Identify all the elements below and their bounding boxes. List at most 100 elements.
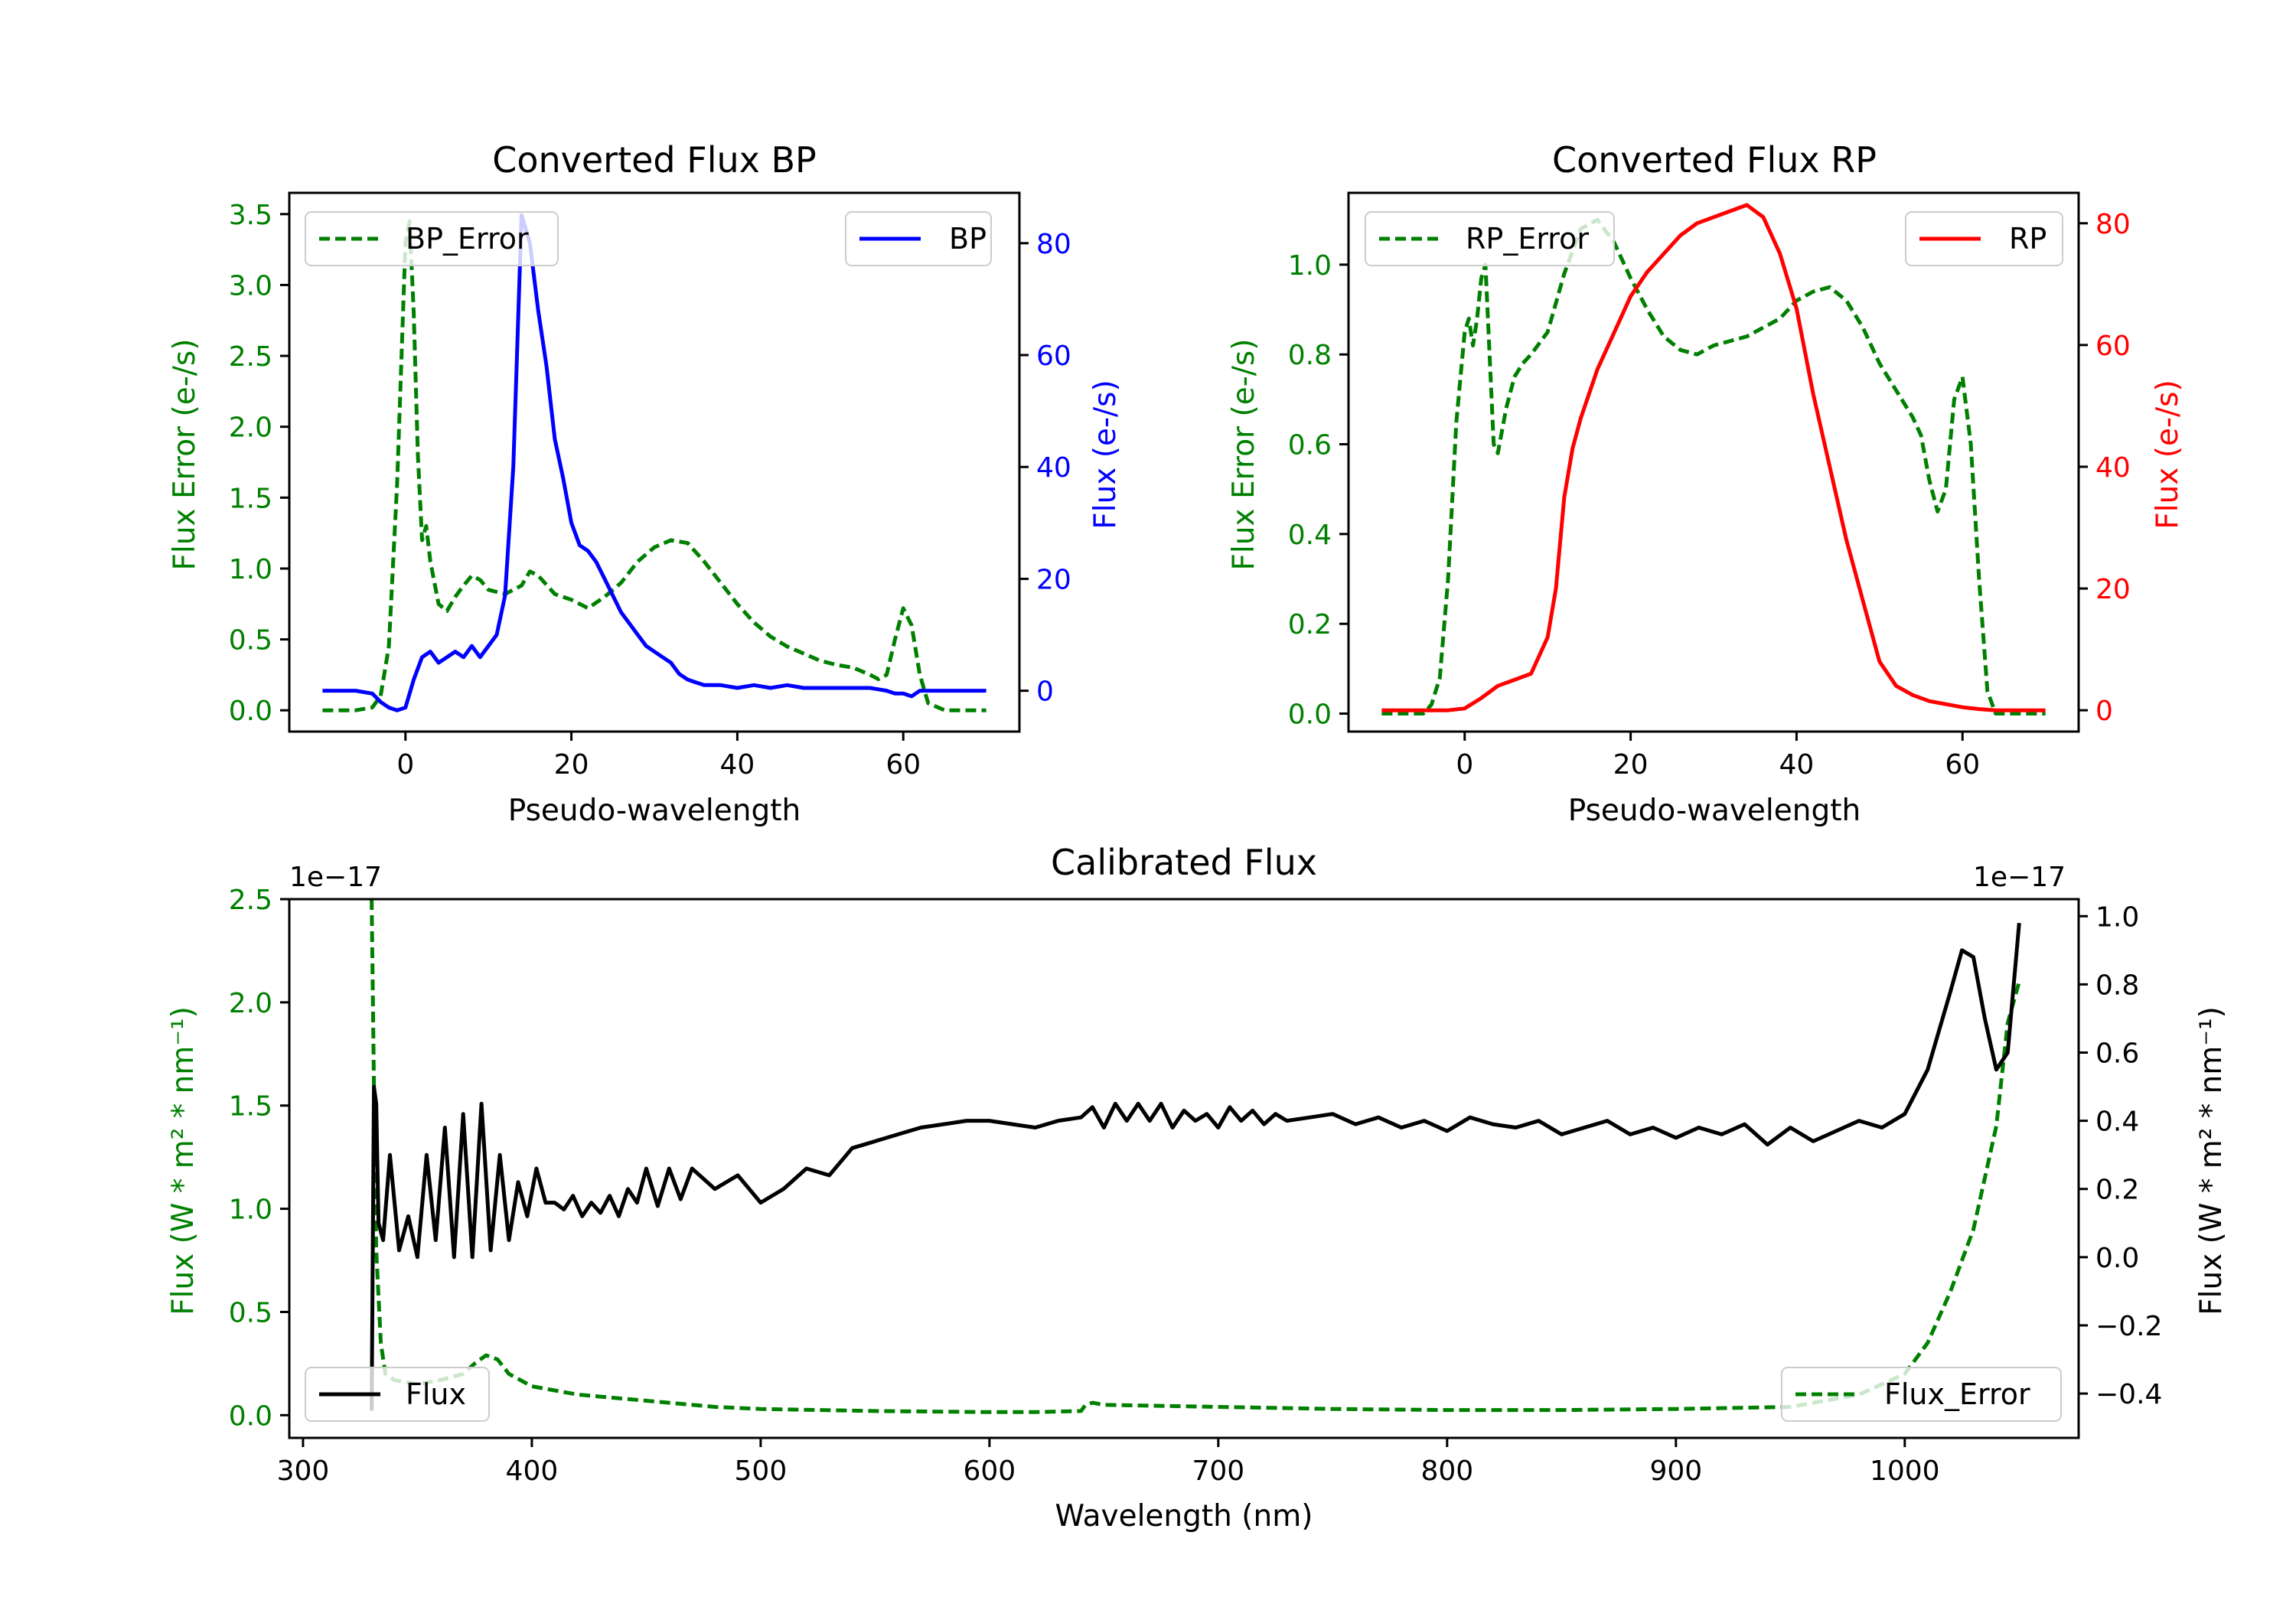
calibrated-x-tick-label: 500: [735, 1455, 788, 1487]
calibrated-x-tick-label: 600: [964, 1455, 1016, 1487]
rp-right-axis-label: Flux (e-/s): [2151, 380, 2185, 529]
rp-error-legend: RP_Error: [1365, 211, 1615, 266]
rp-right-tick-label: 20: [2095, 574, 2131, 605]
rp-chart-title: Converted Flux RP: [1552, 139, 1877, 181]
calibrated-chart: Calibrated Flux Wavelength (nm) Flux (W …: [166, 842, 2229, 1534]
calibrated-x-tick-label: 800: [1420, 1455, 1473, 1487]
calibrated-x-tick-label: 900: [1649, 1455, 1702, 1487]
calibrated-series-flux-error: [370, 899, 2021, 1414]
rp-right-tick-label: 0: [2095, 696, 2113, 727]
calibrated-x-tick-label: 400: [506, 1455, 559, 1487]
calibrated-right-tick-label: −0.4: [2095, 1379, 2162, 1410]
bp-right-axis-label: Flux (e-/s): [1088, 380, 1123, 529]
rp-x-tick-label: 0: [1456, 749, 1473, 781]
bp-x-axis-label: Pseudo-wavelength: [508, 794, 801, 828]
bp-left-tick-label: 3.5: [229, 200, 272, 231]
calibrated-chart-title: Calibrated Flux: [1051, 842, 1317, 883]
calibrated-right-offset-label: 1e−17: [1973, 862, 2066, 893]
rp-left-tick-label: 1.0: [1288, 250, 1332, 282]
calibrated-right-tick-label: 0.4: [2095, 1107, 2139, 1138]
bp-error-legend: BP_Error: [305, 211, 559, 266]
bp-right-tick-label: 40: [1036, 452, 1071, 484]
rp-x-tick-label: 20: [1613, 749, 1649, 781]
calibrated-right-tick-label: 0.0: [2095, 1243, 2139, 1274]
rp-error-legend-label: RP_Error: [1466, 222, 1589, 256]
bp-left-tick-label: 0.0: [229, 696, 272, 727]
bp-plot-area: 0 20 40 60 0.0 0.5 1.0 1.5 2.0 2.5 3.0 3.5 0 20 40 60 80: [229, 191, 1071, 781]
bp-left-axis-label: Flux Error (e-/s): [168, 339, 202, 571]
flux-error-legend-box: [1781, 1367, 2062, 1422]
rp-right-tick-label: 40: [2095, 452, 2131, 484]
flux-legend-box: [305, 1367, 490, 1422]
bp-x-tick-label: 20: [554, 749, 589, 781]
bp-x-tick-label: 40: [720, 749, 755, 781]
calibrated-flux-legend: Flux: [305, 1367, 490, 1422]
calibrated-x-tick-label: 1000: [1870, 1455, 1940, 1487]
calibrated-left-axis-label: Flux (W * m² * nm⁻¹): [166, 1006, 201, 1315]
rp-legend: RP: [1905, 211, 2063, 266]
rp-left-tick-label: 0.6: [1288, 430, 1332, 461]
rp-left-tick-label: 0.2: [1288, 609, 1332, 641]
calibrated-right-tick-label: 0.8: [2095, 970, 2139, 1001]
bp-series-bp: [322, 213, 987, 712]
bp-right-tick-label: 20: [1036, 564, 1071, 595]
rp-left-tick-label: 0.4: [1288, 520, 1332, 551]
calibrated-right-tick-label: 0.2: [2095, 1175, 2139, 1206]
rp-series-rp: [1381, 203, 2046, 712]
rp-left-tick-label: 0.0: [1288, 699, 1332, 731]
rp-x-tick-label: 60: [1945, 749, 1980, 781]
calibrated-left-tick-label: 0.0: [229, 1400, 272, 1432]
calibrated-error-legend: Flux_Error: [1781, 1367, 2062, 1422]
calibrated-x-tick-label: 700: [1192, 1455, 1244, 1487]
bp-right-tick-label: 60: [1036, 341, 1071, 372]
rp-right-tick-label: 60: [2095, 331, 2131, 362]
calibrated-left-tick-label: 2.5: [229, 885, 272, 916]
calibrated-plot-area: 300 400 500 600 700 800 900 1000 0.0 0.5 1.0 1.5 2.0…: [229, 885, 2163, 1487]
rp-legend-box: [1905, 211, 2063, 266]
bp-right-tick-label: 0: [1036, 676, 1054, 708]
calibrated-left-offset-label: 1e−17: [289, 862, 382, 893]
bp-error-legend-label: BP_Error: [406, 222, 529, 256]
rp-plot-frame: [1347, 191, 2080, 733]
flux-error-legend-label: Flux_Error: [1884, 1377, 2030, 1411]
bp-x-tick-label: 0: [396, 749, 414, 781]
rp-left-tick-label: 0.8: [1288, 340, 1332, 371]
rp-x-axis-label: Pseudo-wavelength: [1568, 794, 1861, 828]
rp-left-axis-label: Flux Error (e-/s): [1227, 339, 1261, 571]
calibrated-right-tick-label: 1.0: [2095, 901, 2139, 933]
bp-left-tick-label: 1.5: [229, 483, 272, 514]
calibrated-left-tick-label: 2.0: [229, 988, 272, 1019]
calibrated-right-tick-label: 0.6: [2095, 1038, 2139, 1070]
rp-series-rp-error: [1381, 217, 2046, 715]
rp-chart: Converted Flux RP Pseudo-wavelength Flux…: [1227, 139, 2185, 828]
bp-legend: BP: [845, 211, 992, 266]
rp-right-tick-label: 80: [2095, 209, 2131, 240]
rp-legend-label: RP: [2009, 222, 2047, 256]
bp-error-legend-box: [305, 211, 559, 266]
bp-legend-label: BP: [949, 222, 987, 256]
rp-error-legend-box: [1365, 211, 1615, 266]
calibrated-series-flux: [370, 922, 2021, 1411]
rp-x-tick-label: 40: [1779, 749, 1815, 781]
bp-left-tick-label: 3.0: [229, 270, 272, 302]
bp-left-tick-label: 1.0: [229, 554, 272, 585]
bp-left-tick-label: 2.5: [229, 341, 272, 373]
bp-left-tick-label: 0.5: [229, 625, 272, 657]
rp-plot-area: 0 20 40 60 0.0 0.2 0.4 0.6 0.8 1.0 0 20 40 60 80: [1288, 191, 2131, 781]
bp-right-tick-label: 80: [1036, 229, 1071, 260]
bp-left-tick-label: 2.0: [229, 412, 272, 444]
bp-series-bp-error: [322, 219, 987, 712]
calibrated-x-tick-label: 300: [277, 1455, 330, 1487]
calibrated-left-tick-label: 1.5: [229, 1091, 272, 1123]
calibrated-plot-frame: [288, 898, 2080, 1439]
bp-chart-title: Converted Flux BP: [492, 139, 817, 181]
bp-x-tick-label: 60: [885, 749, 921, 781]
calibrated-left-tick-label: 0.5: [229, 1297, 272, 1328]
flux-legend-label: Flux: [406, 1377, 466, 1411]
bp-chart: Converted Flux BP Pseudo-wavelength Flux…: [168, 139, 1123, 828]
calibrated-right-axis-label: Flux (W * m² * nm⁻¹): [2194, 1006, 2229, 1315]
calibrated-right-tick-label: −0.2: [2095, 1311, 2162, 1342]
calibrated-x-axis-label: Wavelength (nm): [1055, 1499, 1313, 1534]
